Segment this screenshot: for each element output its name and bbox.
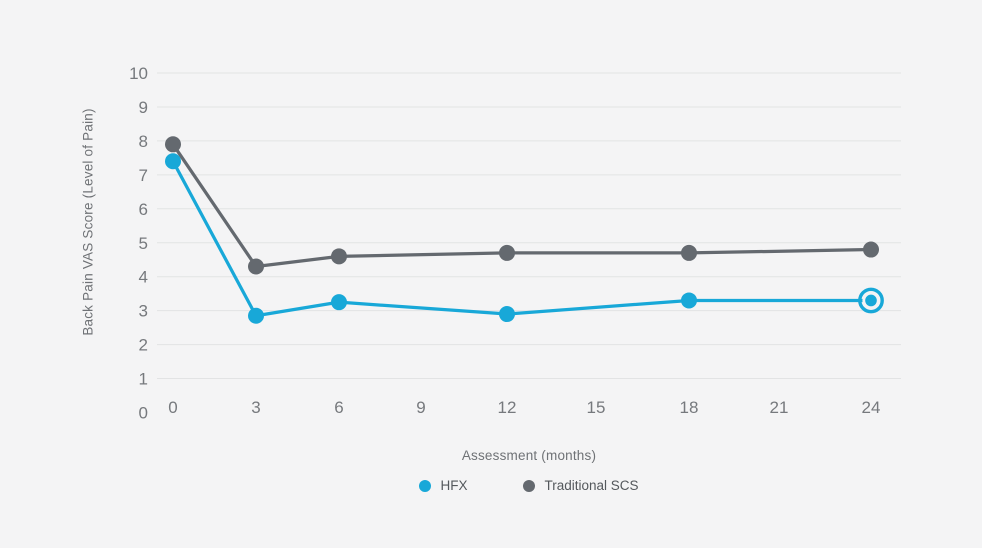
traditional-scs-point-month-18[interactable] [681,244,697,261]
y-tick-label-6: 6 [139,200,148,219]
traditional-scs-point-month-6[interactable] [331,248,347,265]
x-tick-label-18: 18 [680,398,699,417]
x-tick-label-15: 15 [587,398,606,417]
x-axis-title: Assessment (months) [461,448,597,463]
traditional-scs-legend-dot-icon [523,479,536,492]
hfx-line [171,159,873,318]
hfx-point-month-12[interactable] [499,306,515,323]
hfx-point-month-3[interactable] [248,307,264,324]
legend-item-hfx[interactable]: HFX [419,478,467,493]
y-tick-label-1: 1 [139,370,148,389]
y-tick-label-4: 4 [139,268,148,287]
hfx-legend-dot-icon [419,479,432,492]
y-tick-label-0: 0 [139,404,148,423]
x-tick-label-9: 9 [416,398,425,417]
y-tick-label-10: 10 [129,64,148,83]
hfx-legend-label: HFX [440,478,468,493]
legend-item-traditional-scs[interactable]: Traditional SCS [523,478,639,493]
hfx-point-month-6[interactable] [331,294,347,311]
chart-legend: HFX Traditional SCS [157,478,901,493]
traditional-scs-point-month-3[interactable] [248,258,264,275]
hfx-point-month-0[interactable] [165,153,181,170]
x-tick-label-24: 24 [862,398,881,417]
hfx-point-month-18[interactable] [681,292,697,309]
x-tick-label-0: 0 [168,398,177,417]
y-tick-label-3: 3 [139,302,148,321]
traditional-scs-point-month-0[interactable] [165,136,181,153]
y-tick-label-2: 2 [139,336,148,355]
traditional-scs-point-month-12[interactable] [499,244,515,261]
y-axis-title: Back Pain VAS Score (Level of Pain) [80,108,96,336]
traditional-scs-legend-label: Traditional SCS [544,478,639,493]
x-tick-label-6: 6 [334,398,343,417]
y-tick-label-9: 9 [139,98,148,117]
traditional-scs-point-month-24[interactable] [863,241,879,258]
x-tick-label-3: 3 [251,398,260,417]
hfx-highlight-point-month-24[interactable] [865,294,877,307]
y-tick-label-8: 8 [139,132,148,151]
hfx-highlight-ring [858,287,884,314]
traditional-scs-line [171,142,873,269]
y-tick-label-5: 5 [139,234,148,253]
x-tick-label-21: 21 [770,398,789,417]
y-tick-label-7: 7 [139,166,148,185]
x-tick-label-12: 12 [498,398,517,417]
